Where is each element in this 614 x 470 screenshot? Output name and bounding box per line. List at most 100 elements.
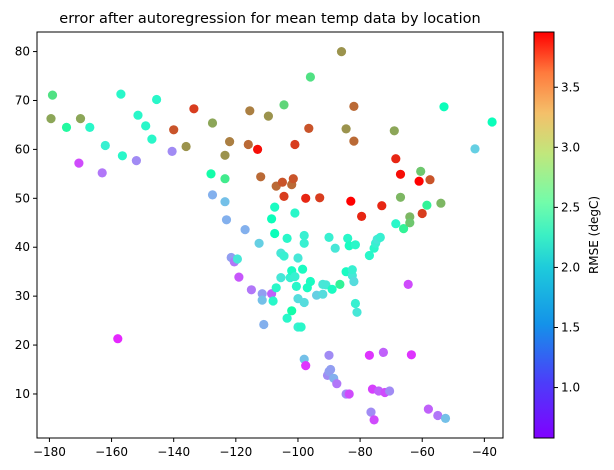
scatter-point [341, 124, 351, 134]
colorbar-tick-label: 2.5 [561, 200, 580, 214]
x-tick-label: −40 [472, 445, 497, 459]
scatter-points [46, 47, 497, 425]
scatter-point [225, 137, 235, 147]
scatter-point [291, 281, 301, 291]
colorbar-ticks: 1.0 1.5 2.0 2.5 3.0 3.5 [554, 80, 580, 395]
scatter-point [287, 306, 297, 316]
colorbar-tick-label: 1.0 [561, 381, 580, 395]
scatter-point [423, 404, 433, 414]
scatter-point [221, 215, 232, 225]
scatter-point [425, 175, 435, 185]
scatter-point [299, 230, 309, 241]
scatter-point [422, 200, 432, 210]
scatter-point [279, 100, 289, 110]
scatter-point [399, 224, 409, 234]
scatter-point [290, 139, 300, 150]
colorbar [533, 31, 555, 439]
scatter-point [332, 379, 342, 389]
scatter-point [189, 104, 199, 114]
scatter-point [364, 250, 374, 261]
scatter-point [75, 114, 86, 124]
scatter-point [417, 208, 427, 219]
scatter-point [85, 122, 95, 132]
scatter-point [253, 144, 263, 154]
scatter-point [335, 279, 345, 289]
scatter-point [391, 154, 401, 164]
scatter-point [389, 126, 399, 136]
scatter-point [304, 123, 314, 133]
scatter-point [254, 238, 264, 248]
x-tick-label: −140 [157, 445, 190, 459]
scatter-point [378, 347, 388, 357]
y-tick-label: 60 [15, 142, 30, 156]
scatter-point [344, 389, 354, 399]
y-axis: 10 20 30 40 50 60 70 80 [15, 45, 37, 401]
scatter-point [305, 276, 315, 287]
scatter-point [349, 136, 359, 146]
scatter-point [385, 386, 395, 396]
scatter-point [240, 225, 250, 235]
scatter-point [147, 134, 157, 144]
colorbar-tick-label: 1.5 [561, 320, 580, 334]
scatter-point [246, 285, 256, 295]
scatter-point [391, 219, 401, 229]
scatter-point [318, 289, 328, 299]
y-tick-label: 40 [15, 240, 30, 254]
scatter-point [270, 202, 280, 212]
scatter-point [439, 102, 449, 112]
scatter-point [433, 410, 443, 421]
y-tick-label: 70 [15, 93, 30, 107]
scatter-point [293, 253, 303, 263]
scatter-point [487, 117, 497, 127]
y-tick-label: 30 [15, 289, 30, 303]
scatter-point [315, 193, 325, 203]
scatter-point [290, 208, 300, 218]
scatter-point [259, 319, 269, 330]
x-tick-label: −160 [95, 445, 128, 459]
scatter-point [74, 158, 84, 168]
scatter-point [414, 176, 424, 186]
scatter-point [327, 284, 337, 294]
scatter-point [277, 177, 287, 187]
scatter-point [343, 233, 353, 243]
scatter-point [301, 361, 311, 371]
x-tick-label: −120 [219, 445, 252, 459]
scatter-point [268, 296, 278, 306]
y-tick-label: 80 [15, 45, 30, 59]
scatter-point [352, 307, 362, 317]
scatter-point [141, 121, 151, 131]
scatter-point [282, 313, 292, 323]
scatter-point [220, 197, 230, 207]
scatter-point [347, 265, 357, 275]
scatter-point [403, 279, 413, 289]
scatter-point [357, 211, 367, 221]
scatter-point [416, 166, 426, 176]
scatter-point [167, 146, 177, 156]
scatter-point [346, 196, 356, 206]
chart-title: error after autoregression for mean temp… [59, 11, 480, 27]
scatter-point [369, 415, 379, 425]
scatter-point [375, 232, 385, 242]
scatter-point [220, 174, 230, 184]
scatter-point [220, 150, 230, 160]
scatter-point [336, 47, 347, 57]
scatter-point [330, 243, 340, 253]
scatter-point [271, 283, 281, 293]
scatter-point [152, 94, 162, 105]
scatter-point [181, 141, 191, 152]
scatter-point [47, 90, 58, 100]
scatter-point [350, 240, 360, 250]
scatter-point [299, 238, 309, 248]
colorbar-tick-label: 3.5 [561, 80, 580, 94]
colorbar-tick-label: 3.0 [561, 140, 580, 154]
scatter-point [97, 168, 107, 178]
scatter-point [263, 111, 273, 121]
scatter-point [364, 350, 374, 360]
scatter-point [436, 198, 446, 208]
scatter-point [366, 407, 376, 417]
x-tick-label: −100 [281, 445, 314, 459]
scatter-point [305, 72, 315, 82]
scatter-point [245, 106, 255, 116]
scatter-point [232, 254, 242, 264]
